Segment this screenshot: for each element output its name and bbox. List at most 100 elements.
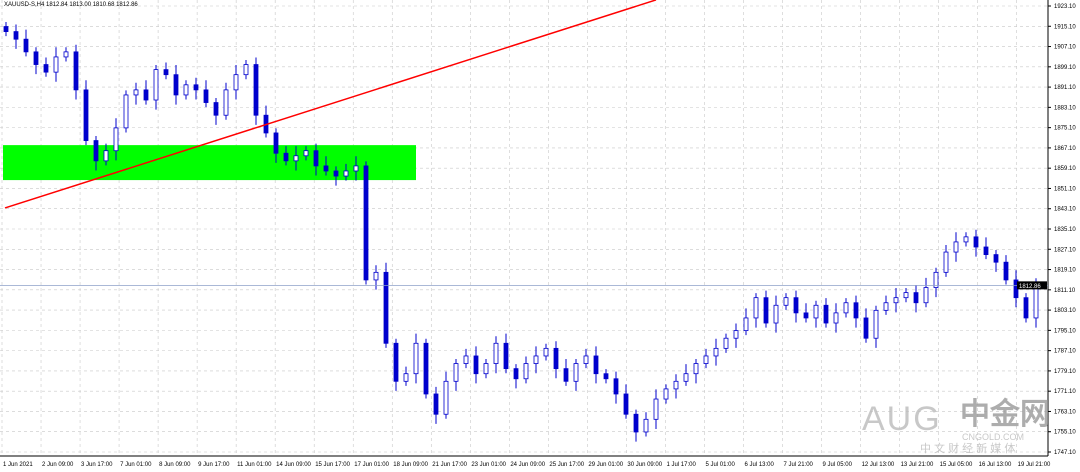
candle-body: [623, 393, 629, 415]
candle-body: [393, 342, 399, 382]
candle-body: [553, 347, 559, 370]
current-price-label: 1812.86: [1019, 284, 1041, 290]
candle-body: [253, 64, 259, 116]
candle-body: [893, 297, 899, 304]
candle-body: [363, 165, 369, 281]
candle-body: [523, 363, 529, 380]
x-tick-label: 9 Jun 17:00: [198, 462, 230, 468]
x-tick-label: 3 Jun 17:00: [81, 462, 113, 468]
candle-body: [913, 292, 919, 304]
x-tick-label: 29 Jun 01:00: [588, 462, 623, 468]
candle-body: [153, 69, 159, 101]
candle-body: [293, 155, 299, 162]
watermark-tagline: 中 文 财 经 新 媒 体: [920, 443, 1016, 455]
candle-body: [783, 297, 789, 306]
candle-body: [163, 69, 169, 76]
x-tick-label: 6 Jul 13:00: [744, 462, 774, 468]
candle-body: [563, 368, 569, 382]
watermark-brand: AUG: [862, 400, 942, 438]
y-tick-label: 1795.10: [1054, 328, 1076, 334]
y-tick-label: 1843.10: [1054, 207, 1076, 213]
candle-body: [143, 89, 149, 101]
candle-body: [933, 271, 939, 288]
x-tick-label: 30 Jun 09:00: [627, 462, 662, 468]
candle-body: [983, 246, 989, 255]
candle-body: [273, 132, 279, 154]
x-tick-label: 11 Jun 01:00: [237, 462, 272, 468]
y-tick-label: 1923.10: [1054, 4, 1076, 10]
candle-body: [953, 241, 959, 253]
candle-body: [323, 165, 329, 172]
candle-body: [433, 393, 439, 415]
candle-body: [1023, 297, 1029, 319]
candle-body: [413, 342, 419, 375]
candle-body: [643, 418, 649, 433]
y-tick-label: 1899.10: [1054, 65, 1076, 71]
candle-body: [963, 236, 969, 243]
x-tick-label: 8 Jun 09:00: [159, 462, 191, 468]
x-tick-label: 12 Jul 13:00: [862, 462, 895, 468]
x-tick-label: 18 Jun 09:00: [393, 462, 428, 468]
candle-body: [63, 51, 69, 58]
y-tick-label: 1907.10: [1054, 45, 1076, 51]
candle-body: [873, 309, 879, 339]
x-tick-label: 25 Jun 17:00: [549, 462, 584, 468]
symbol-info: XAUUSD-S,H4 1812.84 1813.00 1810.68 1812…: [4, 2, 138, 8]
candle-body: [823, 304, 829, 324]
candle-body: [343, 170, 349, 177]
x-tick-label: 9 Jul 05:00: [823, 462, 853, 468]
candle-body: [833, 312, 839, 324]
candle-body: [33, 51, 39, 65]
candle-body: [793, 297, 799, 314]
x-tick-label: 2 Jun 09:00: [42, 462, 74, 468]
x-tick-label: 14 Jun 09:00: [276, 462, 311, 468]
candle-body: [103, 150, 109, 162]
candle-body: [283, 152, 289, 162]
y-tick-label: 1747.10: [1054, 450, 1076, 456]
candle-body: [443, 380, 449, 415]
x-tick-label: 5 Jul 01:00: [705, 462, 735, 468]
candle-body: [653, 398, 659, 420]
candle-body: [193, 84, 199, 91]
candle-body: [863, 317, 869, 339]
candle-body: [383, 271, 389, 344]
candle-body: [533, 355, 539, 364]
candle-body: [173, 74, 179, 96]
candle-body: [473, 355, 479, 375]
y-tick-label: 1883.10: [1054, 105, 1076, 111]
candle-body: [663, 388, 669, 400]
candle-body: [23, 38, 29, 53]
candle-body: [243, 64, 249, 76]
y-tick-label: 1771.10: [1054, 389, 1076, 395]
candle-body: [43, 64, 49, 73]
candle-body: [223, 89, 229, 116]
candle-body: [673, 380, 679, 390]
candle-body: [3, 26, 9, 32]
candle-body: [633, 413, 639, 433]
trend-line: [4, 0, 657, 209]
candle-body: [463, 355, 469, 364]
candle-body: [583, 355, 589, 364]
y-tick-label: 1915.10: [1054, 24, 1076, 30]
candle-body: [773, 304, 779, 324]
y-tick-label: 1763.10: [1054, 409, 1076, 415]
candle-body: [923, 287, 929, 304]
current-price-badge: [1017, 281, 1047, 290]
candle-body: [683, 373, 689, 382]
y-tick-label: 1859.10: [1054, 166, 1076, 172]
candle-body: [723, 337, 729, 349]
candle-body: [93, 140, 99, 162]
x-tick-label: 7 Jun 01:00: [120, 462, 152, 468]
x-tick-label: 24 Jun 09:00: [510, 462, 545, 468]
support-zone: [3, 145, 416, 181]
y-tick-label: 1755.10: [1054, 430, 1076, 436]
candle-body: [423, 342, 429, 395]
y-tick-label: 1891.10: [1054, 85, 1076, 91]
candle-body: [573, 363, 579, 382]
candle-body: [493, 342, 499, 364]
x-tick-label: 7 Jul 21:00: [784, 462, 814, 468]
candle-body: [303, 150, 309, 157]
y-tick-label: 1787.10: [1054, 349, 1076, 355]
candle-body: [993, 254, 999, 263]
